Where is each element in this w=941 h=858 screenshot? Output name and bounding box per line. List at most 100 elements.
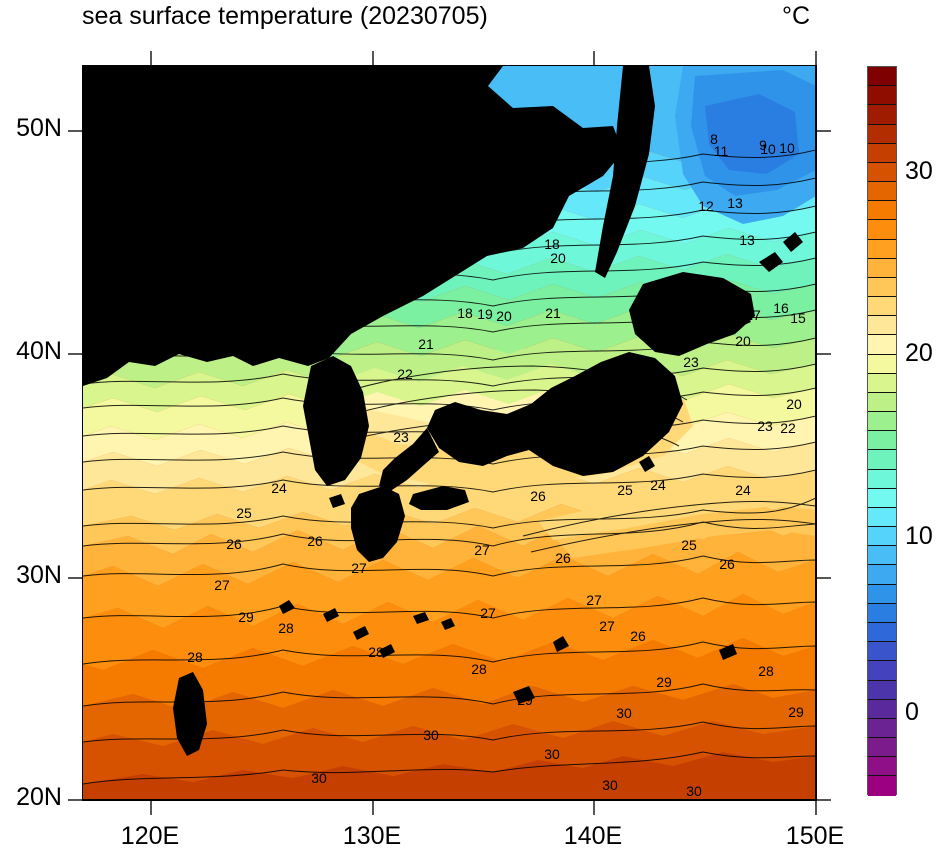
contour-label: 13 xyxy=(739,232,755,248)
colorbar-band xyxy=(868,412,896,432)
colorbar-band xyxy=(868,584,896,604)
x-axis-tick xyxy=(815,801,817,815)
y-axis-tick-right xyxy=(817,577,831,579)
colorbar-tick-label: 0 xyxy=(905,698,919,726)
land-masses xyxy=(83,66,803,756)
contour-label: 30 xyxy=(686,783,702,799)
y-axis-tick-right xyxy=(817,353,831,355)
y-axis-label: 50N xyxy=(16,114,62,142)
contour-label: 28 xyxy=(278,620,294,636)
contour-label: 26 xyxy=(307,533,323,549)
colorbar-band xyxy=(868,220,896,240)
x-axis-label: 140E xyxy=(563,822,623,850)
colorbar-band xyxy=(868,431,896,451)
contour-label: 11 xyxy=(714,143,729,159)
x-axis-label: 150E xyxy=(785,822,845,850)
contour-label: 29 xyxy=(656,674,672,690)
temperature-bands xyxy=(83,496,816,800)
contour-label: 20 xyxy=(550,250,566,266)
contour-label: 19 xyxy=(738,303,754,319)
contour-label: 30 xyxy=(311,770,327,786)
contour-label: 23 xyxy=(757,418,773,434)
x-axis-tick-top xyxy=(372,51,374,65)
contour-label: 20 xyxy=(786,396,802,412)
contour-label: 27 xyxy=(351,560,367,576)
contour-label: 24 xyxy=(271,480,287,496)
x-axis-tick-top xyxy=(815,51,817,65)
contour-label: 10 xyxy=(760,141,776,157)
y-axis-tick-right xyxy=(817,799,831,801)
contour-label: 30 xyxy=(544,746,560,762)
contour-label: 27 xyxy=(480,605,496,621)
colorbar-band xyxy=(868,354,896,374)
colorbar-unit-label: °C xyxy=(782,2,811,30)
colorbar[interactable] xyxy=(867,66,897,796)
contour-label: 16 xyxy=(773,300,789,316)
colorbar-band xyxy=(868,201,896,221)
contour-label: 22 xyxy=(780,420,796,436)
x-axis-label: 120E xyxy=(120,822,180,850)
contour-label: 23 xyxy=(683,354,699,370)
x-axis-tick-top xyxy=(150,51,152,65)
y-axis-tick xyxy=(68,577,82,579)
contour-label: 24 xyxy=(650,477,666,493)
contour-label: 9 xyxy=(759,137,767,153)
colorbar-band xyxy=(868,258,896,278)
contour-label: 25 xyxy=(352,509,368,525)
colorbar-band xyxy=(868,546,896,566)
contour-label: 17 xyxy=(745,307,761,323)
colorbar-band xyxy=(868,124,896,144)
colorbar-band xyxy=(868,661,896,681)
contour-label: 18 xyxy=(544,236,560,252)
y-axis-tick xyxy=(68,130,82,132)
colorbar-band xyxy=(868,392,896,413)
contour-label: 26 xyxy=(630,628,646,644)
colorbar-band xyxy=(868,622,896,643)
colorbar-tick-label: 10 xyxy=(905,522,933,550)
y-axis-tick xyxy=(68,799,82,801)
colorbar-band xyxy=(868,488,896,508)
x-axis-tick xyxy=(372,801,374,815)
colorbar-band xyxy=(868,67,896,87)
contour-label: 29 xyxy=(238,609,254,625)
contour-label: 13 xyxy=(727,195,743,211)
contour-lines xyxy=(83,149,816,785)
colorbar-band xyxy=(868,182,896,202)
contour-label: 29 xyxy=(517,692,533,708)
contour-label: 20 xyxy=(735,333,751,349)
x-axis-label: 130E xyxy=(342,822,402,850)
colorbar-band xyxy=(868,603,896,623)
colorbar-band xyxy=(868,527,896,547)
colorbar-band xyxy=(868,699,896,719)
contour-label: 15 xyxy=(790,310,806,326)
colorbar-band xyxy=(868,469,896,489)
contour-label: 25 xyxy=(236,505,252,521)
colorbar-band xyxy=(868,105,896,125)
contour-label: 22 xyxy=(397,366,413,382)
contour-label: 25 xyxy=(617,482,633,498)
colorbar-band xyxy=(868,757,896,777)
colorbar-tick-label: 20 xyxy=(905,339,933,367)
colorbar-band xyxy=(868,143,896,163)
colorbar-band xyxy=(868,373,896,393)
contour-label: 12 xyxy=(698,198,714,214)
colorbar-band xyxy=(868,718,896,739)
contour-label: 24 xyxy=(735,482,751,498)
contour-label: 26 xyxy=(555,550,571,566)
contour-label: 10 xyxy=(779,140,795,156)
contour-label: 30 xyxy=(602,777,618,793)
contour-label: 30 xyxy=(616,705,632,721)
contour-label: 28 xyxy=(368,644,384,660)
contour-label: 26 xyxy=(530,488,546,504)
contour-label: 30 xyxy=(423,727,439,743)
contour-label: 27 xyxy=(474,542,490,558)
contour-label: 27 xyxy=(586,592,602,608)
map-plot-area[interactable]: 8 9 10 13 11 10 12 13 15 16 17 18 19 20 18 19 20 21 20 21 19… xyxy=(82,65,817,801)
colorbar-band xyxy=(868,738,896,758)
contour-label: 26 xyxy=(719,556,735,572)
y-axis-tick xyxy=(68,353,82,355)
colorbar-band xyxy=(868,776,896,796)
colorbar-band xyxy=(868,162,896,183)
